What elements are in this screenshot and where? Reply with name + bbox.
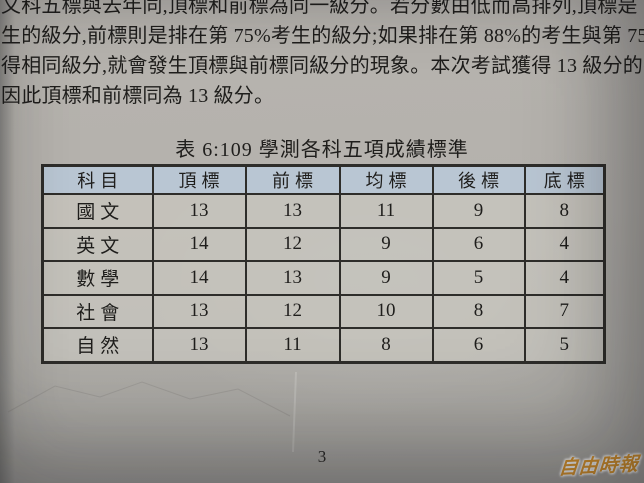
table-row-science: 自然 13 11 8 6 5 (41, 327, 606, 363)
subject-cell: 英文 (41, 226, 154, 262)
score-cell: 6 (431, 226, 526, 262)
score-cell: 12 (244, 293, 341, 329)
paragraph-text: 文科五標與去年同,頂標和前標為同一級分。若分數由低而高排列,頂標是 生的級分,前… (1, 0, 644, 111)
score-cell: 8 (523, 193, 606, 229)
score-cell: 9 (431, 193, 526, 229)
col-header-top-standard: 頂標 (151, 164, 247, 195)
score-cell: 5 (523, 327, 606, 363)
page-number: 3 (317, 447, 327, 466)
score-cell: 14 (151, 260, 247, 296)
subject-cell: 社會 (41, 293, 154, 329)
score-cell: 13 (151, 193, 247, 229)
col-header-subject: 科目 (41, 164, 154, 195)
score-cell: 4 (523, 226, 606, 262)
subject-cell: 國文 (41, 193, 154, 229)
score-cell: 13 (244, 260, 341, 296)
score-cell: 6 (431, 327, 526, 363)
score-cell: 14 (151, 226, 247, 262)
paragraph-line-1: 文科五標與去年同,頂標和前標為同一級分。若分數由低而高排列,頂標是 (1, 0, 638, 17)
paper-left-shadow (0, 0, 15, 483)
score-cell: 10 (338, 293, 434, 329)
score-cell: 11 (338, 193, 434, 229)
table-row-english: 英文 14 12 9 6 4 (41, 226, 606, 262)
col-header-front-standard: 前標 (244, 164, 341, 195)
subject-cell: 自然 (41, 327, 154, 363)
score-cell: 13 (151, 293, 247, 329)
score-cell: 12 (244, 226, 341, 262)
score-cell: 4 (523, 260, 606, 296)
table-title: 表 6:109 學測各科五項成績標準 (175, 139, 469, 161)
score-cell: 8 (338, 327, 434, 363)
table-row-social: 社會 13 12 10 8 7 (41, 293, 606, 329)
table-row-chinese: 國文 13 13 11 9 8 (41, 193, 606, 229)
score-cell: 7 (523, 293, 606, 329)
col-header-average-standard: 均標 (338, 164, 434, 195)
paragraph-line-3: 得相同級分,就會發生頂標與前標同級分的現象。本次考試獲得 13 級分的考 (1, 55, 644, 77)
score-cell: 13 (151, 327, 247, 363)
watermark-liberty-times: 自由時報 (557, 453, 640, 480)
col-header-bottom-standard: 底標 (523, 164, 606, 195)
subject-cell: 數學 (41, 260, 154, 296)
score-table: 科目 頂標 前標 均標 後標 底標 國文 13 13 11 9 8 英文 14 … (41, 164, 606, 364)
score-cell: 11 (244, 327, 341, 363)
score-cell: 13 (244, 193, 341, 229)
header-row: 科目 頂標 前標 均標 後標 底標 (41, 164, 606, 195)
score-cell: 5 (431, 260, 526, 296)
score-cell: 9 (338, 226, 434, 262)
table-row-math: 數學 14 13 9 5 4 (41, 260, 606, 296)
score-cell: 8 (431, 293, 526, 329)
col-header-back-standard: 後標 (431, 164, 526, 195)
paragraph-line-2: 生的級分,前標則是排在第 75%考生的級分;如果排在第 88%的考生與第 75 (1, 25, 644, 47)
score-cell: 9 (338, 260, 434, 296)
paragraph-line-4: 因此頂標和前標同為 13 級分。 (1, 85, 275, 107)
